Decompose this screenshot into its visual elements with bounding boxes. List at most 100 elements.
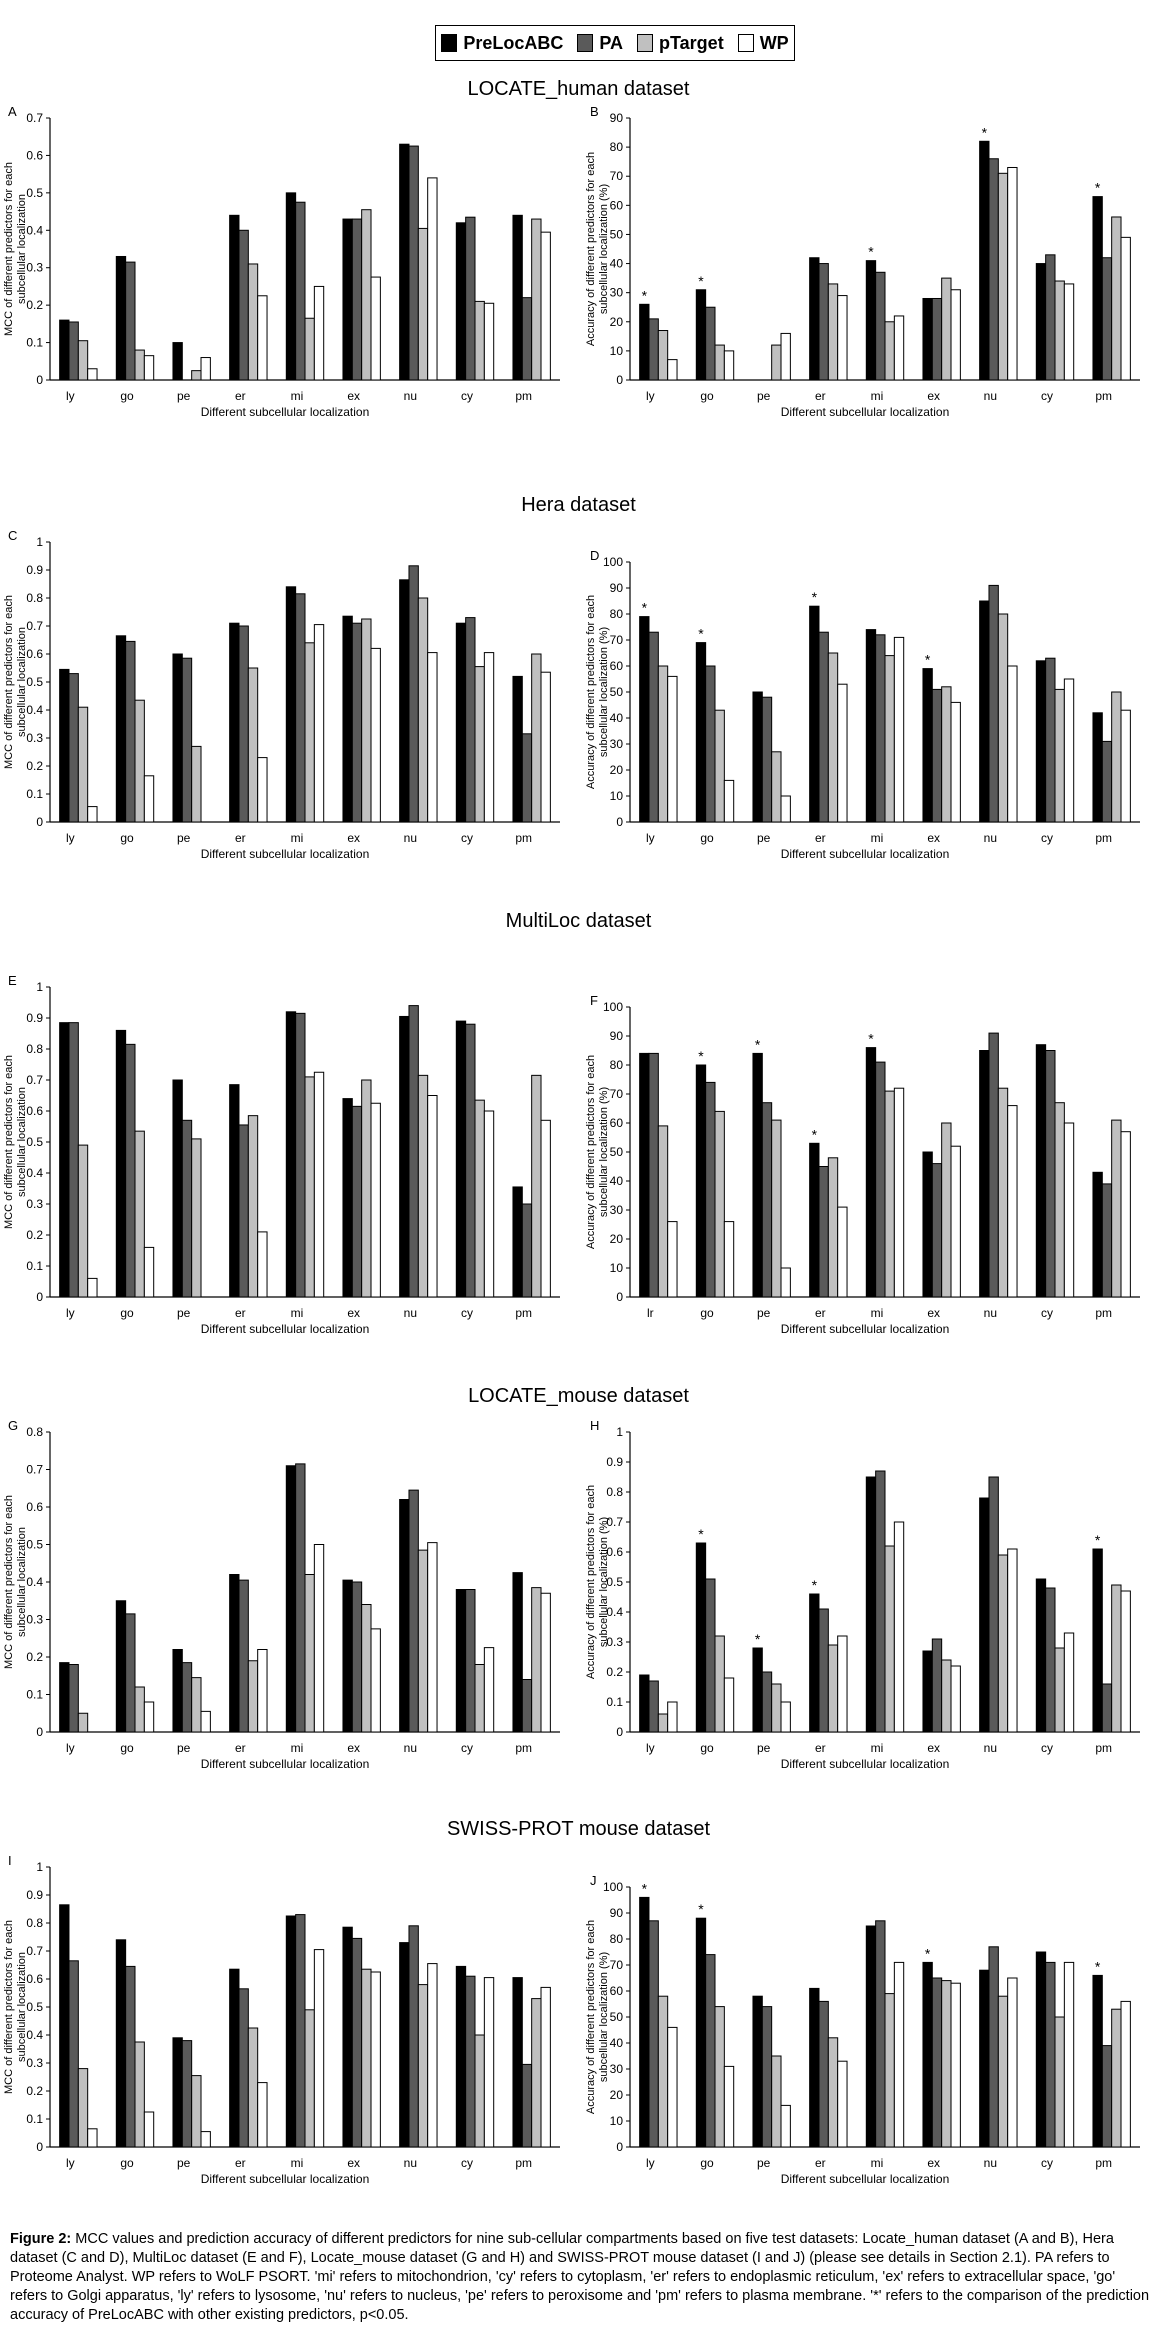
bar-wp [1063,283,1075,381]
y-axis-label: Accuracy of different predictors for eac… [585,595,610,789]
y-tick-label: 0.3 [26,1197,43,1211]
bar-ptarget [1054,1102,1065,1298]
bar-ptarget [304,2009,315,2148]
bar-wp [1120,236,1131,381]
bar-ptarget [247,2027,259,2148]
bar-wp [950,289,961,381]
x-tick-label: er [815,831,826,845]
bar-pa [238,1579,249,1733]
bar-wp [483,1977,495,2148]
bar-wp [667,1701,678,1733]
x-tick-label: mi [871,1306,884,1320]
bar-ptarget [531,1998,542,2148]
bar-ptarget [247,263,259,381]
bar-ptarget [941,277,952,381]
bar-wp [1120,2000,1131,2148]
x-tick-label: pm [1095,831,1112,845]
chart-panel-j: J 0 10 20 30 40 50 60 70 80 90 100 Accuracy of diffe… [585,1873,1140,2186]
bar-wp [200,2131,211,2148]
bar-pa [68,321,79,381]
bar-prelocabc [809,605,820,823]
bar-prelocabc [229,1968,240,2148]
bar-pa [521,1203,533,1298]
y-tick-label: 0.7 [26,1944,43,1958]
bar-pa [931,688,943,823]
bar-ptarget [771,1119,782,1298]
y-tick-label: 50 [610,685,624,699]
x-tick-label: er [815,389,826,403]
bar-prelocabc [695,1917,707,2148]
x-tick-label: go [700,831,714,845]
y-tick-label: 0.7 [26,111,43,125]
bar-prelocabc [809,1142,820,1298]
x-tick-label: nu [984,389,997,403]
legend-swatch-ptarget [637,34,654,52]
bar-ptarget [361,209,372,381]
legend-swatch-wp [737,34,754,52]
bar-prelocabc [455,222,467,381]
bar-pa [465,1975,476,2148]
bar-prelocabc [399,579,410,823]
bar-prelocabc [115,635,127,823]
bar-wp [313,285,325,381]
bar-prelocabc [285,1465,297,1733]
bar-prelocabc [865,629,877,823]
bar-wp [143,775,155,823]
bar-prelocabc [59,1662,70,1733]
bar-pa [521,2063,533,2148]
bar-prelocabc [285,1915,297,2148]
y-tick-label: 0.5 [26,1135,43,1149]
x-axis-label: Different subcellular localization [201,1757,370,1771]
y-tick-label: 0 [36,2140,43,2154]
y-tick-label: 0.4 [26,1575,43,1589]
bar-ptarget [77,340,89,381]
x-tick-label: mi [871,1741,884,1755]
bar-wp [427,1095,438,1298]
panel-letter: D [590,548,599,563]
bar-pa [761,696,773,823]
bar-ptarget [1111,2008,1122,2148]
bar-prelocabc [752,1995,763,2148]
bar-pa [988,584,999,823]
x-tick-label: mi [871,831,884,845]
bar-wp [483,1647,495,1733]
bar-wp [257,1649,268,1733]
significance-star: * [698,273,704,289]
bar-prelocabc [639,1052,650,1298]
chart-panel-a: A 0 0.1 0.2 0.3 0.4 0.5 0.6 0.7 MCC of different … [3,104,560,419]
x-tick-label: ly [66,1306,75,1320]
y-tick-label: 1 [36,1860,43,1874]
x-tick-label: go [120,1741,134,1755]
bar-ptarget [474,1664,485,1733]
bar-prelocabc [865,1925,877,2148]
bar-prelocabc [865,260,877,381]
bar-wp [950,1665,961,1733]
bar-ptarget [714,2006,725,2148]
x-tick-label: mi [291,1741,304,1755]
bar-prelocabc [695,1064,707,1298]
y-tick-label: 80 [610,1058,624,1072]
bar-ptarget [134,1686,145,1733]
y-tick-label: 30 [610,737,624,751]
y-tick-label: 0.1 [606,1695,623,1709]
significance-star: * [698,1048,704,1064]
bar-wp [540,1986,551,2148]
y-tick-label: 0.5 [26,1538,43,1552]
bar-pa [181,1119,193,1298]
x-tick-label: pe [177,389,191,403]
bar-wp [950,701,961,823]
bar-wp [667,1221,678,1298]
bar-wp [780,1267,791,1298]
bar-pa [818,2000,829,2148]
significance-star: * [642,1880,648,1896]
significance-star: * [1095,180,1101,196]
bar-wp [313,624,325,823]
bar-pa [181,2040,193,2148]
y-tick-label: 20 [610,2088,624,2102]
bar-pa [295,1012,306,1298]
bar-wp [313,1071,325,1298]
y-tick-label: 80 [610,607,624,621]
y-tick-label: 0.1 [26,2112,43,2126]
y-tick-label: 50 [610,1145,624,1159]
bar-wp [1120,1590,1131,1733]
